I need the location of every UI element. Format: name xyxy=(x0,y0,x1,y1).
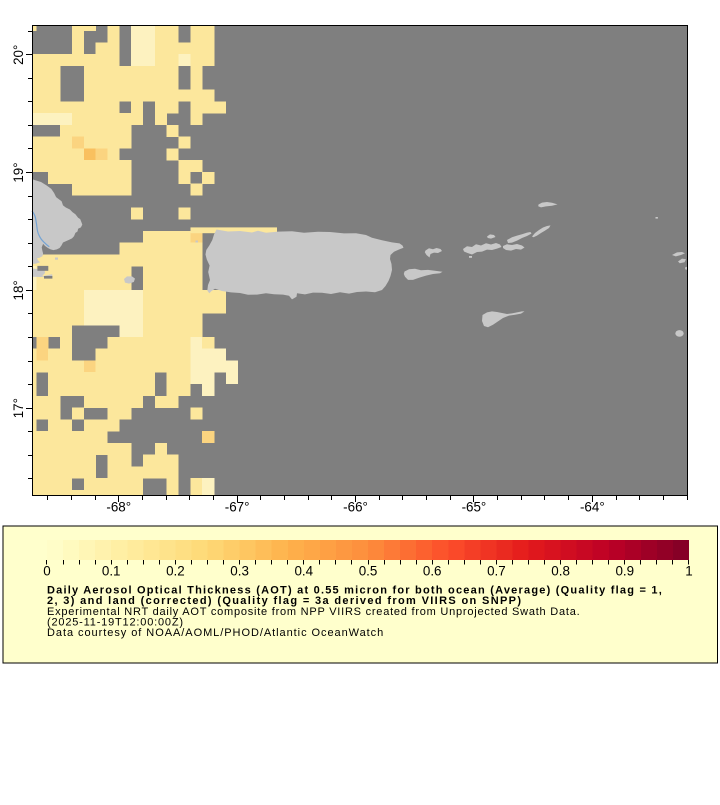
svg-text:0.4: 0.4 xyxy=(294,564,313,579)
svg-text:0.1: 0.1 xyxy=(102,564,121,579)
svg-text:-64°: -64° xyxy=(580,500,605,515)
svg-text:20°: 20° xyxy=(11,45,26,65)
svg-text:0.9: 0.9 xyxy=(615,564,634,579)
svg-text:19°: 19° xyxy=(11,162,26,182)
svg-text:0.2: 0.2 xyxy=(166,564,185,579)
svg-text:Experimental NRT daily AOT com: Experimental NRT daily AOT composite fro… xyxy=(47,606,580,618)
svg-text:1: 1 xyxy=(685,564,692,579)
svg-text:-67°: -67° xyxy=(225,500,250,515)
svg-text:-65°: -65° xyxy=(462,500,487,515)
svg-text:-68°: -68° xyxy=(106,500,131,515)
svg-text:2, 3) and land (corrected) (Qu: 2, 3) and land (corrected) (Quality flag… xyxy=(47,595,522,607)
svg-text:0.8: 0.8 xyxy=(551,564,570,579)
svg-text:0: 0 xyxy=(43,564,50,579)
svg-text:Daily Aerosol Optical Thicknes: Daily Aerosol Optical Thickness (AOT) at… xyxy=(47,585,663,597)
svg-text:17°: 17° xyxy=(11,398,26,418)
svg-text:-66°: -66° xyxy=(343,500,368,515)
svg-text:0.6: 0.6 xyxy=(423,564,442,579)
svg-text:0.3: 0.3 xyxy=(230,564,249,579)
svg-text:0.5: 0.5 xyxy=(359,564,378,579)
svg-text:(2025-11-19T12:00:00Z): (2025-11-19T12:00:00Z) xyxy=(47,616,184,628)
svg-text:0.7: 0.7 xyxy=(487,564,506,579)
svg-text:18°: 18° xyxy=(11,280,26,300)
svg-text:Data courtesy of NOAA/AOML/PHO: Data courtesy of NOAA/AOML/PHOD/Atlantic… xyxy=(47,627,384,639)
